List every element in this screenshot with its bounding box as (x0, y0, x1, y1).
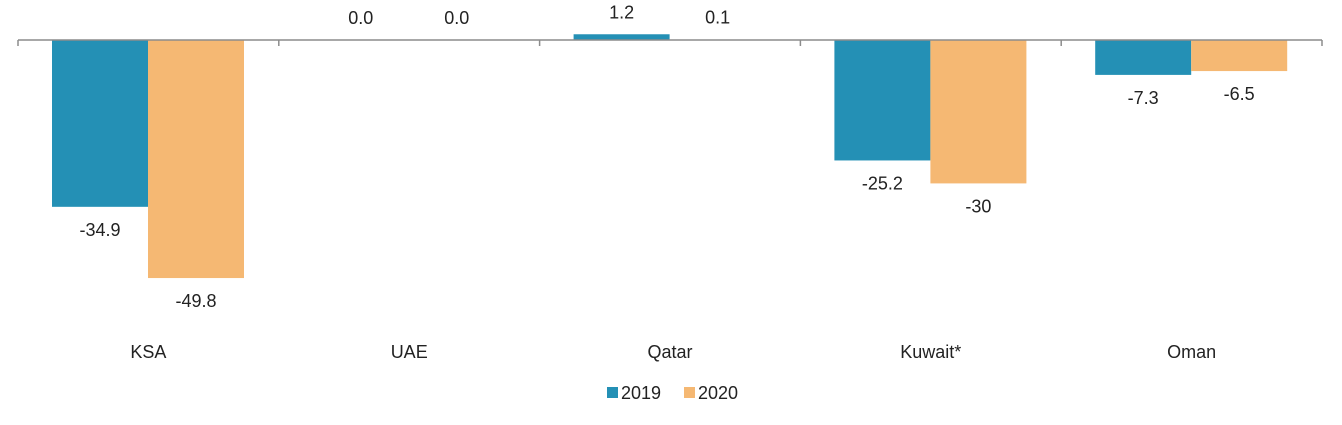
category-labels-layer: KSA UAE Qatar Kuwait* Oman (130, 342, 1216, 362)
data-label-qatar-2019: 1.2 (609, 2, 634, 22)
bar-qatar-2019 (573, 34, 670, 40)
bar-oman-2019 (1095, 40, 1192, 75)
category-label-qatar: Qatar (647, 342, 692, 362)
bar-kuwait-2020 (930, 40, 1027, 184)
category-label-ksa: KSA (130, 342, 166, 362)
data-label-oman-2019: -7.3 (1128, 88, 1159, 108)
category-label-uae: UAE (391, 342, 428, 362)
bar-kuwait-2019 (834, 40, 931, 161)
data-label-kuwait-2020: -30 (965, 196, 991, 216)
bar-ksa-2019 (52, 40, 148, 207)
data-label-kuwait-2019: -25.2 (862, 173, 903, 193)
bar-oman-2020 (1191, 40, 1288, 72)
data-label-ksa-2020: -49.8 (175, 291, 216, 311)
data-label-oman-2020: -6.5 (1224, 84, 1255, 104)
data-label-uae-2020: 0.0 (444, 8, 469, 28)
data-label-uae-2019: 0.0 (348, 8, 373, 28)
category-label-oman: Oman (1167, 342, 1216, 362)
legend-swatch-2020 (684, 387, 695, 398)
category-axis (17, 39, 1323, 46)
data-label-ksa-2019: -34.9 (79, 220, 120, 240)
bars-layer (52, 34, 1288, 279)
data-label-qatar-2020: 0.1 (705, 8, 730, 28)
legend-label-2019: 2019 (621, 383, 661, 403)
data-labels-layer: -34.9 -49.8 0.0 0.0 1.2 0.1 -25.2 -30 -7.3 -6.5 (79, 2, 1254, 311)
legend-label-2020: 2020 (698, 383, 738, 403)
category-label-kuwait: Kuwait* (900, 342, 961, 362)
bar-ksa-2020 (148, 40, 244, 279)
legend-swatch-2019 (607, 387, 618, 398)
legend: 2019 2020 (607, 383, 738, 403)
